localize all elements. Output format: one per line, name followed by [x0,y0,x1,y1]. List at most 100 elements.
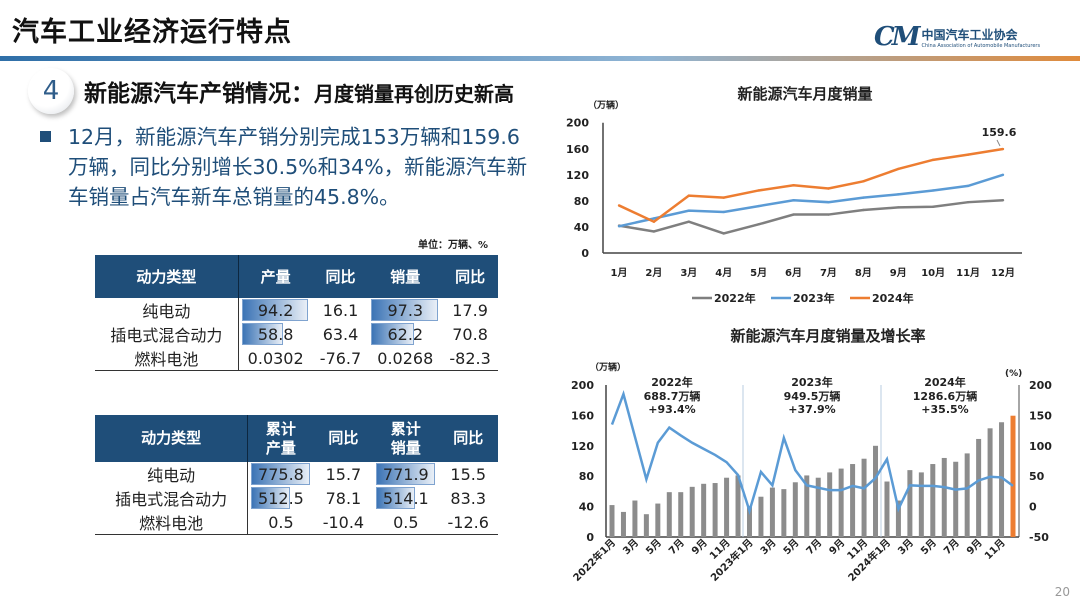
cell-sales-yoy: -12.6 [438,510,498,535]
x-tick-label: 5月 [781,537,801,557]
col-header: 销量 [368,255,443,298]
page-title: 汽车工业经济运行特点 [12,17,292,48]
col-header: 同比 [442,255,498,298]
x-tick-label: 5月 [918,537,938,557]
y-axis-right-label: (%) [1005,369,1022,379]
cell-type: 燃料电池 [95,346,239,371]
x-tick-label: 1月 [611,267,628,279]
col-header-line: 销量 [390,438,421,457]
x-tick-label: 3月 [896,537,916,557]
col-header: 同比 [313,415,374,462]
x-tick-label: 3月 [621,537,641,557]
bullet-square-icon [40,131,51,142]
sales-bar [884,481,890,537]
sales-bar [746,505,752,537]
sales-bar [701,483,707,537]
col-header: 产量 [238,255,313,298]
legend-label: 2023年 [793,291,835,305]
cell-sales: 62.2 [368,322,442,346]
cell-production: 0.0302 [238,346,312,371]
data-bar [241,299,309,321]
y-tick-right: 200 [1029,379,1052,392]
x-tick-label: 11月 [982,537,1007,562]
section-heading: 新能源汽车产销情况：月度销量再创历史新高 [84,74,514,108]
x-tick-label: 2022年1月 [570,536,618,584]
series-line-2024年 [618,147,1004,224]
data-point [792,213,795,216]
col-header: 同比 [312,255,369,298]
x-tick-label: 6月 [785,267,802,279]
x-tick-label: 9月 [890,267,907,279]
year-total: 688.7万辆 [644,389,701,403]
data-point [617,204,621,207]
cell-value: 插电式混合动力 [110,326,223,345]
cell-sales: 771.9 [373,462,438,486]
cell-value: 0.0302 [247,348,304,368]
x-tick-label: 7月 [666,537,686,557]
header-divider [0,56,1080,61]
sales-bar [712,483,718,537]
x-tick-label: 4月 [715,267,732,279]
x-tick-label: 7月 [804,537,824,557]
year-growth: +35.5% [921,403,968,416]
data-point [722,196,725,199]
cell-sales: 97.3 [368,298,442,322]
col-header-line: 产量 [265,438,296,457]
data-point [931,189,935,192]
sales-bar [781,489,787,537]
sales-bar [987,428,993,537]
data-bar [371,323,414,345]
logo: CM 中国汽车工业协会 China Association of Automob… [874,22,1040,52]
data-point [862,196,865,199]
data-point [617,225,621,228]
cell-value: 0.5 [393,512,419,532]
sales-bar [953,461,959,537]
y-tick-label: 120 [566,169,589,182]
data-bar [251,463,311,485]
sales-bar [792,482,798,537]
cell-sales: 514.1 [373,486,438,510]
cell-value: 63.4 [322,324,359,344]
cell-production: 94.2 [238,298,312,322]
table-row: 纯电动 775.8 15.7 771.9 15.5 [95,462,498,486]
cell-value: 燃料电池 [134,350,199,369]
data-point [1001,173,1005,177]
data-point [722,210,725,214]
cell-sales: 0.5 [373,510,438,535]
data-point [827,187,830,190]
cell-prod-yoy: 15.7 [314,462,374,486]
cell-value: 78.1 [325,488,362,508]
data-point [722,232,725,235]
table-row: 插电式混合动力 512.5 78.1 514.1 83.3 [95,486,498,510]
cell-sales-yoy: 17.9 [442,298,498,322]
y-tick-right: 150 [1029,409,1052,422]
cell-value: 纯电动 [147,466,196,485]
section-title: 新能源汽车产销情况： [84,81,314,107]
data-point [687,209,691,212]
cell-sales-yoy: 83.3 [438,486,498,510]
table-row: 燃料电池 0.5 -10.4 0.5 -12.6 [95,510,498,535]
cell-production: 58.8 [238,322,312,346]
cell-value: 0.0268 [377,348,434,368]
cell-prod-yoy: -10.4 [314,510,374,535]
x-tick-label: 9月 [964,537,984,557]
cell-value: -10.4 [322,512,365,532]
sales-bar [804,475,810,537]
data-point [862,180,865,183]
sales-bar [609,505,615,537]
cell-value: 17.9 [452,300,488,320]
sales-bar [930,464,936,537]
sales-bar [689,486,695,537]
section-subtitle: 月度销量再创历史新高 [314,82,514,106]
cell-value: 燃料电池 [139,514,204,533]
sales-bar [815,477,821,537]
cell-sales: 0.0268 [368,346,442,371]
x-tick-label: 2月 [645,267,662,279]
series-line-2023年 [618,173,1004,228]
y-axis-label: （万辆） [588,99,624,111]
legend-label: 2024年 [872,291,914,305]
data-point [757,189,760,192]
sales-bar [758,496,764,537]
logo-subtext: China Association of Automobile Manufact… [921,42,1041,49]
